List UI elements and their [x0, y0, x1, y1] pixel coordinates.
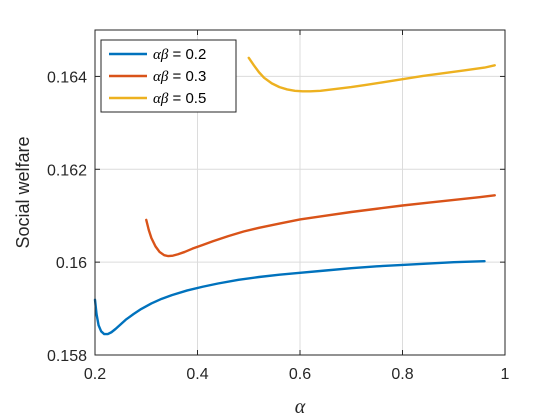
y-axis-label: Social welfare: [13, 136, 33, 248]
y-tick-label: 0.158: [47, 348, 87, 365]
legend-symbol: αβ: [153, 47, 169, 63]
legend-label-1: αβ = 0.3: [153, 68, 206, 85]
series-line-1: [145, 194, 496, 258]
series-line-2: [247, 56, 496, 93]
legend-label-0: αβ = 0.2: [153, 46, 206, 63]
legend-value: = 0.5: [168, 90, 206, 107]
series-line-0: [93, 260, 486, 336]
y-tick-label: 0.16: [56, 255, 87, 272]
legend: αβ = 0.2αβ = 0.3αβ = 0.5: [100, 39, 237, 113]
legend-value: = 0.2: [168, 46, 206, 63]
legend-symbol: αβ: [153, 69, 169, 85]
y-tick-label: 0.162: [47, 162, 87, 179]
series-layer: [93, 56, 496, 336]
legend-value: = 0.3: [168, 68, 206, 85]
x-tick-label: 0.8: [391, 366, 413, 383]
y-tick-label: 0.164: [47, 69, 87, 86]
x-tick-label: 0.4: [186, 366, 208, 383]
x-tick-label: 0.6: [289, 366, 311, 383]
axis-ticks: 0.2 0.4 0.6 0.8 1 0.158 0.16 0.162 0.164: [47, 30, 510, 383]
legend-symbol: αβ: [153, 91, 169, 107]
x-axis-label: α: [295, 396, 306, 418]
x-tick-label: 0.2: [84, 366, 106, 383]
x-tick-label: 1: [501, 366, 510, 383]
legend-label-2: αβ = 0.5: [153, 90, 206, 107]
